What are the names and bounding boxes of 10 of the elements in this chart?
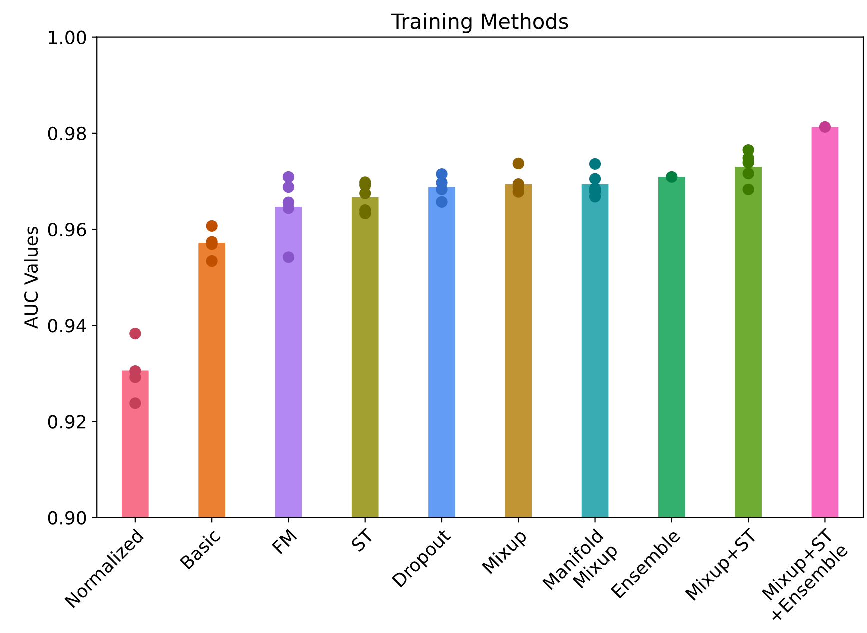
y-tick-label: 0.94 [48, 319, 86, 333]
x-tick-label: ST [350, 528, 376, 552]
y-tick-label: 0.90 [48, 511, 86, 525]
y-tick-label: 0.92 [48, 415, 86, 429]
y-tick-label: 1.00 [49, 30, 86, 44]
y-tick-label: 0.98 [48, 126, 86, 141]
x-tick-label: FM [272, 529, 298, 554]
y-axis-title: AUC Values [24, 227, 38, 329]
chart-title: Training Methods [391, 13, 568, 34]
y-tick-label: 0.96 [48, 222, 86, 237]
